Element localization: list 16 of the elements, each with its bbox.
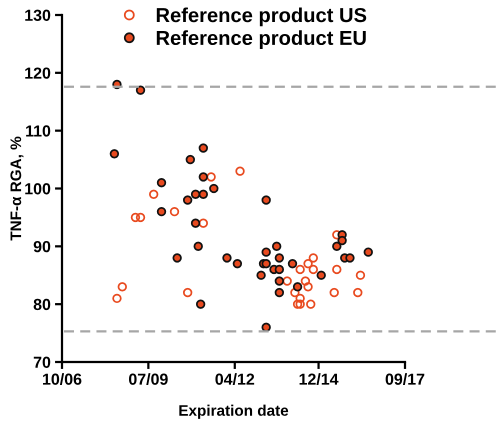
y-axis-title: TNF-α RGA, % [10,136,24,241]
y-tick-label: 130 [25,10,50,21]
y-tick-label: 100 [25,183,50,194]
x-tick-label: 09/17 [386,373,424,386]
x-tick-label: 04/12 [215,373,254,386]
legend-label: Reference product EU [156,30,366,50]
y-tick-label: 110 [26,125,50,137]
x-tick-label: 12/14 [300,373,338,386]
y-tick-label: 70 [34,356,50,368]
y-tick-label: 90 [34,240,50,252]
x-tick-label: 07/09 [129,373,168,386]
y-tick-label: 120 [25,67,50,79]
y-tick-label: 80 [34,298,50,310]
legend-label: Reference product US [156,7,366,26]
x-tick-label: 10/06 [43,373,82,386]
x-axis-title: Expiration date [179,404,288,419]
